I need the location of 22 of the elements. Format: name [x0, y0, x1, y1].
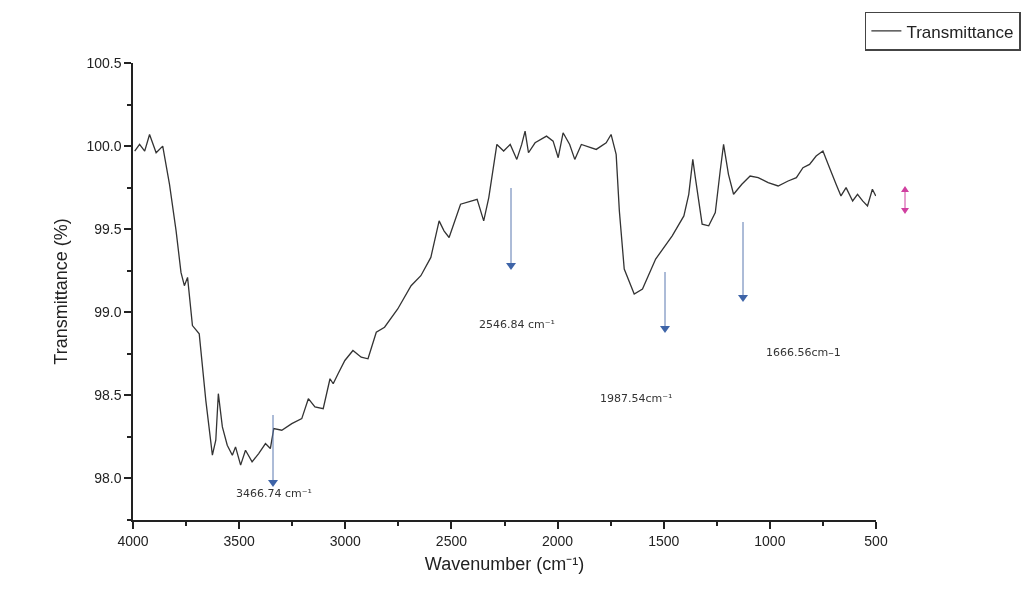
annotation: 3466.74 cm⁻¹ — [236, 487, 312, 500]
y-tick-label: 98.0 — [94, 470, 122, 487]
annotation: 1666.56cm–1 — [766, 346, 841, 359]
y-axis-title: Transmittance (%) — [51, 218, 72, 365]
x-tick-label: 500 — [864, 532, 888, 549]
annotation: 2546.84 cm⁻¹ — [479, 318, 555, 331]
x-axis-title: Wavenumber (cm⁻¹) — [424, 554, 585, 575]
x-tick-label: 3500 — [223, 532, 255, 549]
y-tick-label: 99.0 — [94, 304, 122, 321]
annotation: 1987.54cm⁻¹ — [600, 392, 673, 405]
legend-label: Transmittance — [906, 22, 1014, 42]
y-tick-label: 99.5 — [94, 221, 122, 238]
y-tick-label: 100.0 — [86, 137, 122, 154]
line-series — [134, 130, 876, 466]
y-tick-label: 98.5 — [94, 387, 122, 404]
x-tick-label: 4000 — [117, 532, 149, 549]
x-tick-label: 2500 — [435, 532, 468, 549]
x-tick-label: 3000 — [329, 532, 362, 549]
x-tick-label: 1500 — [648, 532, 680, 549]
y-tick-label: 100.5 — [86, 54, 122, 71]
x-tick-label: 1000 — [754, 532, 786, 549]
x-tick-label: 2000 — [541, 532, 574, 549]
